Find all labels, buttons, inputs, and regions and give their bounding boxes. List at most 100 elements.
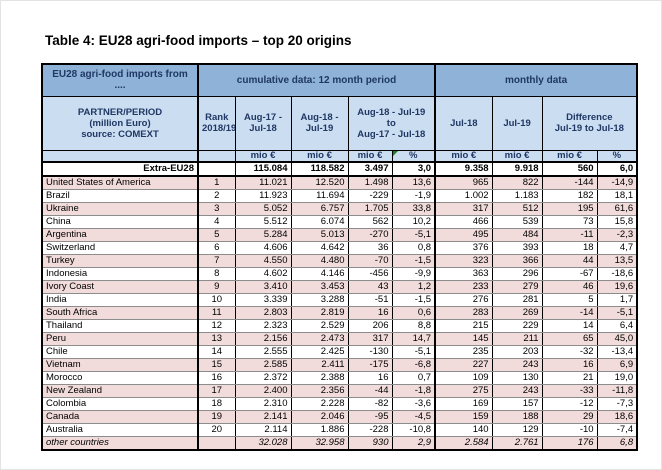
header-rank: Rank 2018/19 [197,95,236,151]
value-cell: 195 [541,202,598,216]
header-partner-period: PARTNER/PERIOD (million Euro) source: CO… [41,95,199,151]
rank-cell: 19 [197,410,236,424]
header-aug18-jul19: Aug-18 - Jul-19 [290,95,349,151]
country-row: Peru 13 2.156 2.473 317 14,7 145 211 65 45,0 [41,332,638,346]
value-cell: -1,5 [391,293,436,307]
country-row: New Zealand 17 2.400 2.356 -44 -1,8 275 243 -33-… [41,384,638,398]
value-cell: -130 [347,345,393,359]
value-cell: -82 [347,397,393,411]
value-cell: 73 [541,215,598,229]
value-cell: 14 [541,319,598,333]
value-cell: -228 [347,423,393,437]
value-cell: 5.013 [290,228,349,242]
value-cell: 129 [491,423,543,437]
value-cell: 145 [434,332,493,346]
partner-cell: Canada [41,410,199,424]
value-cell: 2.114 [234,423,292,437]
value-cell: 32.958 [290,436,349,451]
value-cell: 15,8 [596,215,638,229]
value-cell: -1,8 [391,384,436,398]
value-cell: 2.584 [434,436,493,451]
value-cell: -14,9 [596,175,638,190]
group-header-monthly: monthly data [434,63,638,97]
value-cell: 2.585 [234,358,292,372]
value-cell: 2.529 [290,319,349,333]
value-cell: 6,4 [596,319,638,333]
value-cell: -456 [347,267,393,281]
value-cell: 206 [347,319,393,333]
value-cell: 243 [491,384,543,398]
value-cell: -5,1 [391,228,436,242]
partner-cell: Peru [41,332,199,346]
value-cell: 1,7 [596,293,638,307]
rank-cell: 12 [197,319,236,333]
value-cell: -5,1 [596,306,638,320]
value-cell: 281 [491,293,543,307]
rank-cell: 5 [197,228,236,242]
value-cell: 5.052 [234,202,292,216]
rank-cell: 17 [197,384,236,398]
table-header: EU28 agri-food imports from .... cumulat… [41,63,638,163]
partner-cell: Ivory Coast [41,280,199,294]
value-cell: 215 [434,319,493,333]
value-cell: 10,2 [391,215,436,229]
value-cell: 2.372 [234,371,292,385]
value-cell: 4.642 [290,241,349,255]
green-corner-marker-icon [393,151,398,156]
rank-cell: 7 [197,254,236,268]
value-cell: 4.606 [234,241,292,255]
value-cell: 3,0 [391,161,436,177]
country-row: Morocco 16 2.372 2.388 16 0,7 109 130 21 19,0 [41,371,638,385]
value-cell: 2.323 [234,319,292,333]
value-cell: -175 [347,358,393,372]
country-rows-section: United States of America 1 11.021 12.520 1.4… [41,175,638,451]
rank-cell: 4 [197,215,236,229]
extra-eu28-section: Extra-EU28 115.084 118.582 3.497 3,0 9.3… [41,161,638,177]
value-cell: 2.046 [290,410,349,424]
value-cell: 4.146 [290,267,349,281]
group-header-partner: EU28 agri-food imports from .... [41,63,199,97]
value-cell: 19,0 [596,371,638,385]
country-row: Ivory Coast 9 3.410 3.453 43 1,2 233 279 46 19,6 [41,280,638,294]
value-cell: 3.497 [347,161,393,177]
value-cell: 317 [347,332,393,346]
value-cell: 118.582 [290,161,349,177]
value-cell: 46 [541,280,598,294]
rank-cell: 16 [197,371,236,385]
value-cell: 227 [434,358,493,372]
units-cell: % [596,149,638,163]
header-jul18: Jul-18 [434,95,493,151]
value-cell: 169 [434,397,493,411]
value-cell: 140 [434,423,493,437]
value-cell: 176 [541,436,598,451]
value-cell: 243 [491,358,543,372]
value-cell: 21 [541,371,598,385]
rank-cell: 15 [197,358,236,372]
group-header-cumulative: cumulative data: 12 month period [196,63,436,97]
value-cell: -13,4 [596,345,638,359]
value-cell: 484 [491,228,543,242]
value-cell: 279 [491,280,543,294]
value-cell: 2,9 [391,436,436,451]
value-cell: 363 [434,267,493,281]
value-cell: -51 [347,293,393,307]
value-cell: -5,1 [391,345,436,359]
value-cell: 3.339 [234,293,292,307]
value-cell: 1.002 [434,189,493,203]
value-cell: 159 [434,410,493,424]
header-aug17-jul18: Aug-17 - Jul-18 [234,95,292,151]
value-cell: -6,8 [391,358,436,372]
value-cell: 1.183 [491,189,543,203]
value-cell: 275 [434,384,493,398]
country-row: Canada 19 2.141 2.046 -95 -4,5 159 188 29 18,6 [41,410,638,424]
value-cell: 4.550 [234,254,292,268]
imports-table: EU28 agri-food imports from .... cumulat… [41,63,639,451]
partner-cell: Extra-EU28 [41,161,199,177]
value-cell: 2.411 [290,358,349,372]
country-row: Brazil 2 11.923 11.694 -229 -1,9 1.002 1.183 182… [41,189,638,203]
partner-cell: other countries [41,436,199,451]
partner-cell: Argentina [41,228,199,242]
country-row: China 4 5.512 6.074 562 10,2 466 539 73 15,8 [41,215,638,229]
units-cell: mio € [290,149,349,163]
